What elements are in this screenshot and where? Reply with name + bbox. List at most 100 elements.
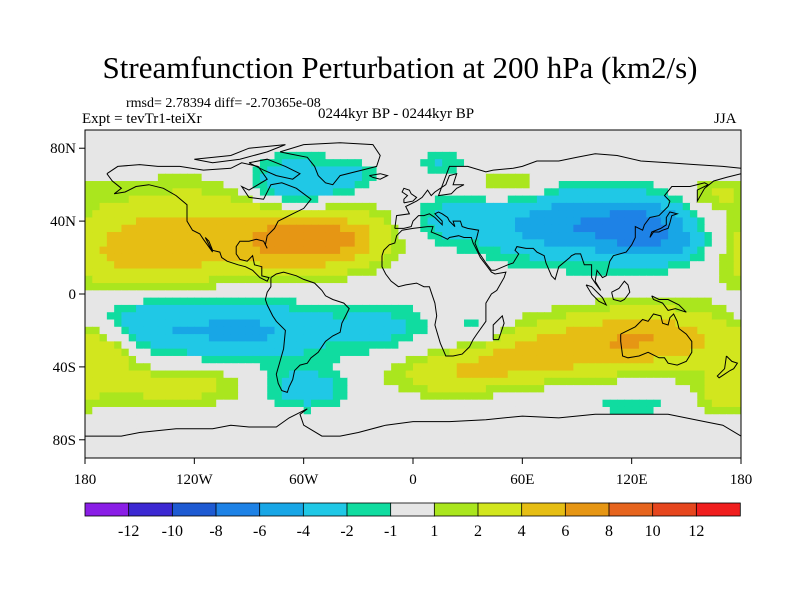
field-cell [194,181,203,189]
field-cell [595,399,604,408]
field-cell [99,312,108,321]
field-cell [150,304,159,313]
field-cell [201,428,210,437]
field-cell [405,144,414,153]
field-cell [573,232,582,240]
field-cell [208,392,217,401]
field-cell [354,130,363,138]
field-cell [726,130,735,138]
field-cell [711,144,720,153]
field-cell [719,283,728,291]
field-cell [325,275,334,284]
field-cell [587,137,596,146]
field-cell [660,224,669,233]
field-cell [383,130,392,138]
colorbar-swatch [215,502,261,517]
field-cell [252,144,261,153]
field-cell [719,188,728,197]
field-cell [719,414,728,423]
field-cell [631,173,640,182]
field-cell [413,341,421,350]
field-cell [485,348,494,357]
field-cell [697,224,706,233]
field-cell [551,232,560,240]
field-cell [361,173,370,182]
field-cell [536,181,545,189]
field-cell [675,385,684,393]
field-cell [194,355,203,364]
field-cell [361,217,370,226]
field-cell [515,370,523,379]
field-cell [456,348,465,357]
field-cell [646,188,655,197]
field-cell [347,392,356,401]
field-cell [515,144,523,153]
field-cell [704,348,713,357]
field-cell [252,232,261,240]
field-cell [689,195,698,204]
field-cell [136,268,144,277]
field-cell [332,268,341,277]
field-cell [675,144,684,153]
field-cell [602,304,611,313]
field-cell [609,385,618,393]
field-cell [369,297,378,306]
field-cell [733,421,741,430]
field-cell [289,436,297,445]
field-cell [500,385,509,393]
field-cell [536,304,545,313]
field-cell [624,319,633,328]
field-cell [464,312,472,321]
field-cell [536,385,545,393]
field-cell [449,399,458,408]
field-cell [99,326,108,335]
field-cell [340,436,348,445]
field-cell [274,173,283,182]
field-cell [296,181,305,189]
field-cell [303,246,312,255]
field-cell [449,144,458,153]
field-cell [697,312,706,321]
field-cell [551,246,560,255]
field-cell [668,232,676,240]
field-cell [493,151,502,160]
field-cell [515,348,523,357]
field-cell [223,268,232,277]
field-cell [340,202,348,211]
field-cell [515,385,523,393]
field-cell [398,253,407,262]
field-cell [595,319,604,328]
field-cell [638,399,647,408]
field-cell [340,159,348,168]
field-cell [413,232,421,240]
field-cell [507,377,516,386]
field-cell [675,421,684,430]
field-cell [609,436,618,445]
field-cell [638,341,647,350]
field-cell [609,173,618,182]
field-cell [631,363,640,372]
field-cell [281,399,290,408]
field-cell [602,341,611,350]
field-cell [172,385,181,393]
field-cell [85,304,93,313]
field-cell [587,217,596,226]
field-cell [252,130,261,138]
field-cell [624,166,633,175]
field-cell [726,392,735,401]
field-cell [595,392,604,401]
field-cell [682,436,691,445]
field-cell [653,268,662,277]
field-cell [493,385,502,393]
field-cell [208,261,217,270]
field-cell [216,290,225,299]
field-cell [259,253,268,262]
field-cell [507,246,516,255]
field-cell [587,399,596,408]
field-cell [383,370,392,379]
field-cell [281,166,290,175]
field-cell [405,377,414,386]
field-cell [704,210,713,219]
field-cell [427,304,436,313]
field-cell [99,334,108,342]
